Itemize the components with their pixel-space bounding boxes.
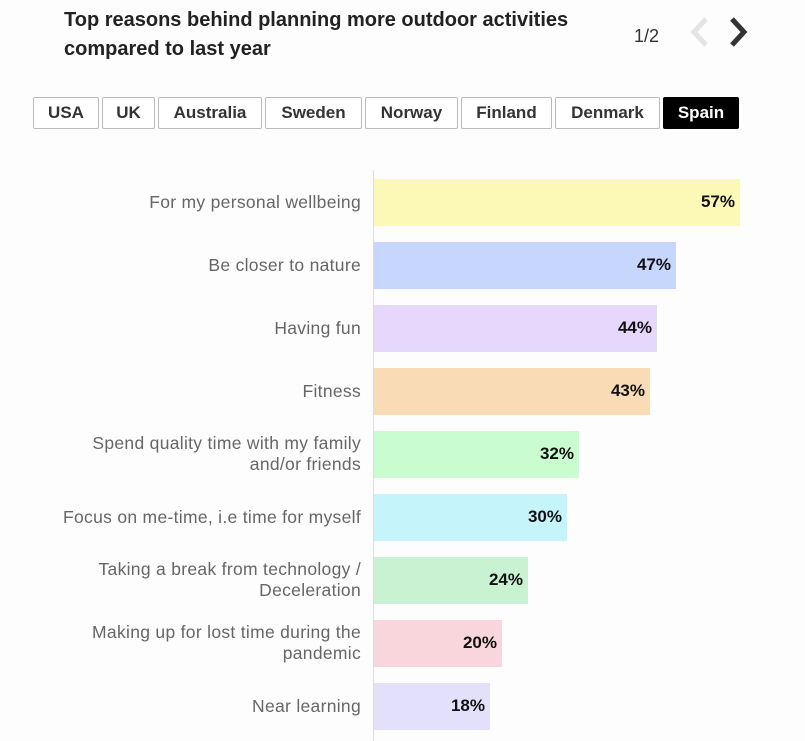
- category-label: Making up for lost time during the pandem…: [92, 622, 361, 663]
- next-page-button[interactable]: [724, 14, 754, 50]
- bar: [374, 368, 650, 415]
- bar-value-label: 43%: [610, 381, 645, 400]
- chevron-right-icon: [730, 17, 748, 47]
- bar: [374, 494, 567, 541]
- bar-value-label: 18%: [450, 696, 485, 715]
- y-axis-line: [373, 170, 374, 741]
- bar-value-label: 44%: [617, 318, 652, 337]
- chart-title: Top reasons behind planning more outdoor…: [64, 9, 569, 60]
- tab-sweden[interactable]: Sweden: [265, 97, 362, 129]
- bar-value-label: 20%: [462, 633, 497, 652]
- category-label: Spend quality time with my family and/or …: [92, 433, 361, 474]
- bar-value-label: 24%: [488, 570, 523, 589]
- bar: [374, 431, 579, 478]
- tab-finland[interactable]: Finland: [461, 97, 552, 129]
- category-label: Near learning: [252, 696, 361, 716]
- bar: [374, 179, 740, 226]
- category-label: Having fun: [274, 318, 361, 338]
- bar: [374, 683, 490, 730]
- bar-value-label: 30%: [527, 507, 562, 526]
- category-label: Fitness: [302, 381, 361, 401]
- bar-value-label: 47%: [636, 255, 671, 274]
- tab-usa[interactable]: USA: [33, 97, 99, 129]
- prev-page-button[interactable]: [686, 14, 716, 50]
- bar: [374, 305, 657, 352]
- bar-value-label: 57%: [700, 192, 735, 211]
- bar-value-label: 32%: [539, 444, 574, 463]
- bar: [374, 242, 676, 289]
- chevron-left-icon: [690, 17, 708, 47]
- page-indicator: 1/2: [634, 26, 660, 46]
- category-label: For my personal wellbeing: [149, 192, 361, 212]
- tab-norway[interactable]: Norway: [365, 97, 458, 129]
- bar: [374, 557, 528, 604]
- category-label: Be closer to nature: [208, 255, 361, 275]
- tab-spain[interactable]: Spain: [663, 97, 739, 129]
- tab-denmark[interactable]: Denmark: [555, 97, 660, 129]
- tab-uk[interactable]: UK: [102, 97, 155, 129]
- bar: [374, 620, 502, 667]
- category-label: Focus on me-time, i.e time for myself: [63, 507, 361, 527]
- category-label: Taking a break from technology / Decelera…: [98, 559, 361, 600]
- tab-australia[interactable]: Australia: [158, 97, 262, 129]
